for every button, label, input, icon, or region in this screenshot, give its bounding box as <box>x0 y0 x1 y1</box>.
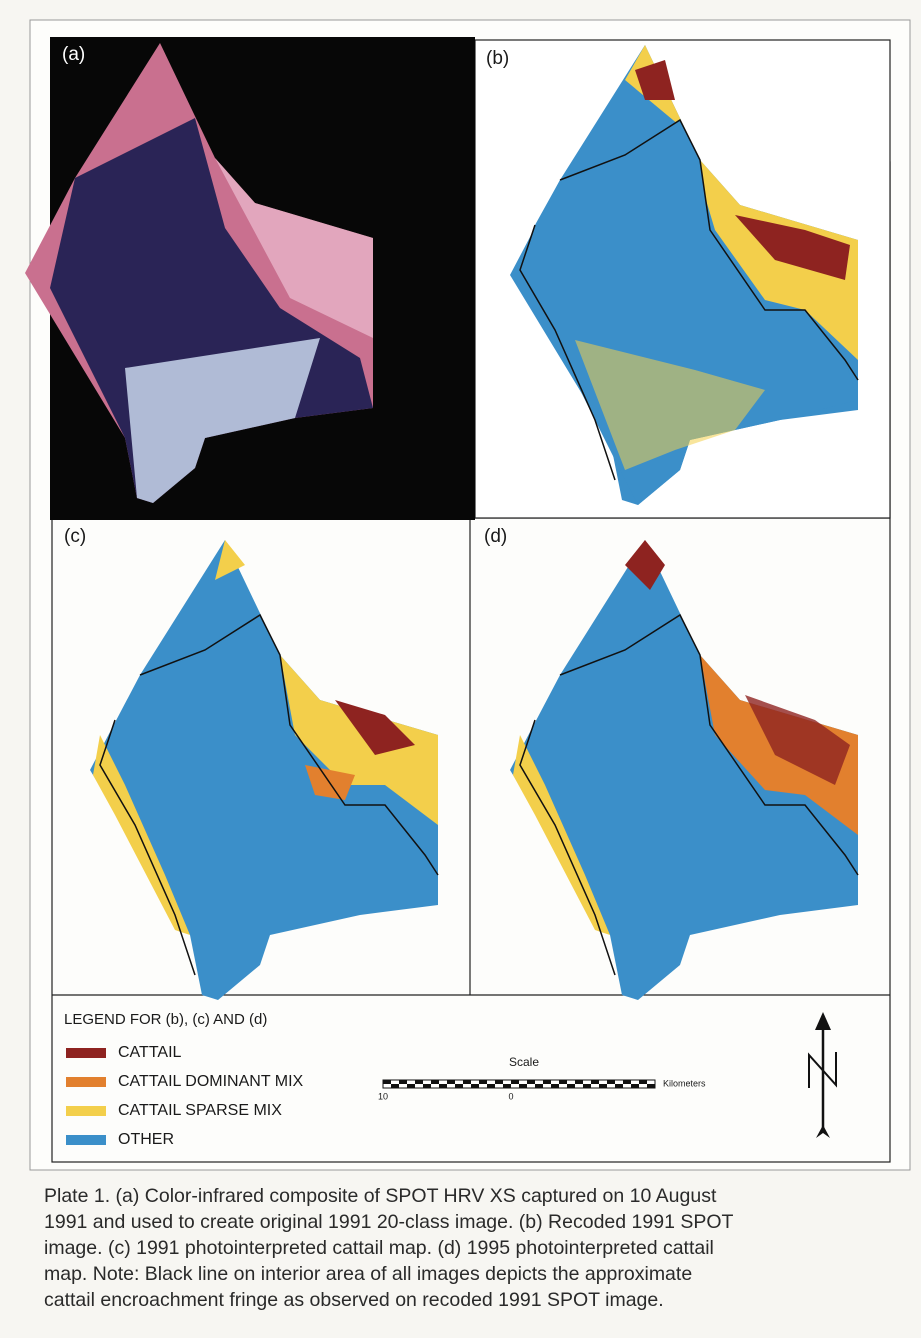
scale-check <box>503 1084 511 1088</box>
caption-line: map. Note: Black line on interior area o… <box>44 1261 904 1287</box>
scale-check <box>575 1080 583 1084</box>
legend-label: OTHER <box>118 1131 174 1148</box>
scale-check <box>519 1084 527 1088</box>
scale-check <box>583 1084 591 1088</box>
scale-title: Scale <box>509 1055 539 1069</box>
scale-check <box>447 1080 455 1084</box>
scale-check <box>647 1084 655 1088</box>
scale-check <box>623 1080 631 1084</box>
page: {"panels": [{"label": "(a)"}, {"label": … <box>0 0 921 1338</box>
scale-bar <box>383 1080 655 1088</box>
legend-label: CATTAIL SPARSE MIX <box>118 1102 282 1119</box>
figure: (a) (b) (c) <box>0 0 921 1180</box>
scale-check <box>631 1084 639 1088</box>
legend-label: CATTAIL <box>118 1044 182 1061</box>
scale-check <box>399 1080 407 1084</box>
scale-check <box>591 1080 599 1084</box>
scale-check <box>439 1084 447 1088</box>
scale-check <box>431 1080 439 1084</box>
legend-title: LEGEND FOR (b), (c) AND (d) <box>64 1011 267 1028</box>
scale-check <box>407 1084 415 1088</box>
legend-label: CATTAIL DOMINANT MIX <box>118 1073 304 1090</box>
caption-line: cattail encroachment fringe as observed … <box>44 1287 904 1313</box>
panel-a: (a) <box>25 37 475 520</box>
legend-swatch <box>66 1048 106 1058</box>
scale-check <box>487 1084 495 1088</box>
scale-check <box>543 1080 551 1084</box>
panel-label: (d) <box>484 526 507 547</box>
scale-check <box>391 1084 399 1088</box>
scale-check <box>415 1080 423 1084</box>
scale-check <box>479 1080 487 1084</box>
legend-swatch <box>66 1077 106 1087</box>
caption-line: 1991 and used to create original 1991 20… <box>44 1209 904 1235</box>
scale-check <box>463 1080 471 1084</box>
scale-check <box>639 1080 647 1084</box>
scale-check <box>511 1080 519 1084</box>
scale-check <box>495 1080 503 1084</box>
scale-check <box>567 1084 575 1088</box>
scale-check <box>599 1084 607 1088</box>
caption-line: Plate 1. (a) Color-infrared composite of… <box>44 1183 904 1209</box>
legend-swatch <box>66 1106 106 1116</box>
scale-check <box>455 1084 463 1088</box>
scale-check <box>471 1084 479 1088</box>
scale-check <box>559 1080 567 1084</box>
scale-check <box>383 1080 391 1084</box>
scale-tick: 10 <box>378 1091 388 1101</box>
scale-unit: Kilometers <box>663 1078 706 1088</box>
scale-check <box>423 1084 431 1088</box>
panel-label: (b) <box>486 48 509 69</box>
scale-check <box>535 1084 543 1088</box>
scale-check <box>551 1084 559 1088</box>
scale-tick: 0 <box>508 1091 513 1101</box>
scale-check <box>527 1080 535 1084</box>
panel-label: (c) <box>64 526 86 547</box>
caption: Plate 1. (a) Color-infrared composite of… <box>44 1183 904 1313</box>
caption-line: image. (c) 1991 photointerpreted cattail… <box>44 1235 904 1261</box>
legend-swatch <box>66 1135 106 1145</box>
scale-check <box>615 1084 623 1088</box>
panel-label: (a) <box>62 44 85 65</box>
scale-check <box>607 1080 615 1084</box>
